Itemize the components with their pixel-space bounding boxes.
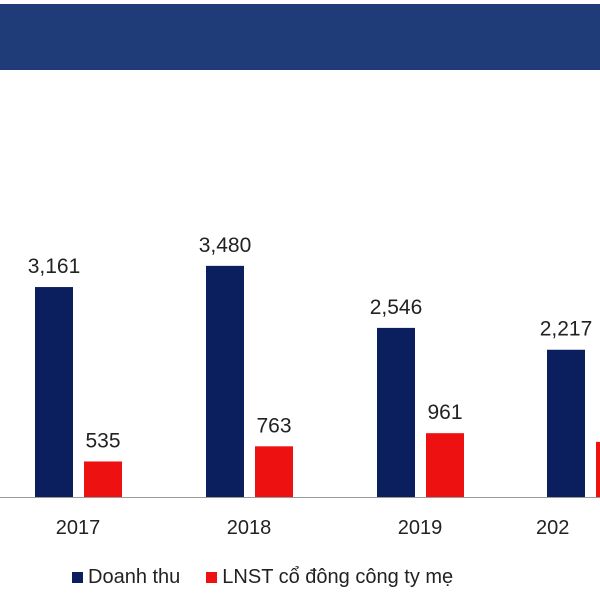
- x-tick-label-2018: 2018: [227, 517, 272, 539]
- x-tick-label-2017: 2017: [56, 517, 101, 539]
- legend-label-profit: LNST cổ đông công ty mẹ: [222, 566, 454, 588]
- legend-swatch-revenue: [72, 572, 83, 583]
- legend: Doanh thu LNST cổ đông công ty mẹ: [72, 566, 479, 589]
- legend-swatch-profit: [206, 572, 218, 583]
- bar-profit-2019: [426, 433, 464, 497]
- legend-label-revenue: Doanh thu: [88, 566, 181, 588]
- legend-item-revenue: Doanh thu: [72, 566, 180, 589]
- x-tick-label-202: 202: [536, 517, 569, 539]
- bar-profit-2017: [84, 461, 122, 497]
- data-label-profit-2017: 535: [85, 429, 120, 452]
- bar-profit-202: [596, 441, 600, 497]
- header-band: [0, 4, 600, 70]
- bar-revenue-202: [547, 349, 585, 497]
- x-tick-label-2019: 2019: [398, 517, 443, 539]
- bar-revenue-2017: [35, 287, 73, 497]
- data-label-revenue-2019: 2,546: [370, 296, 423, 319]
- bar-revenue-2018: [206, 265, 244, 497]
- data-label-revenue-2017: 3,161: [28, 255, 81, 278]
- bar-profit-2018: [255, 446, 293, 497]
- legend-item-profit: LNST cổ đông công ty mẹ: [206, 566, 453, 589]
- data-label-profit-2019: 961: [427, 401, 462, 424]
- data-label-revenue-202: 2,217: [540, 318, 593, 341]
- data-label-revenue-2018: 3,480: [199, 234, 252, 257]
- bar-revenue-2019: [377, 327, 415, 497]
- data-label-profit-2018: 763: [256, 414, 291, 437]
